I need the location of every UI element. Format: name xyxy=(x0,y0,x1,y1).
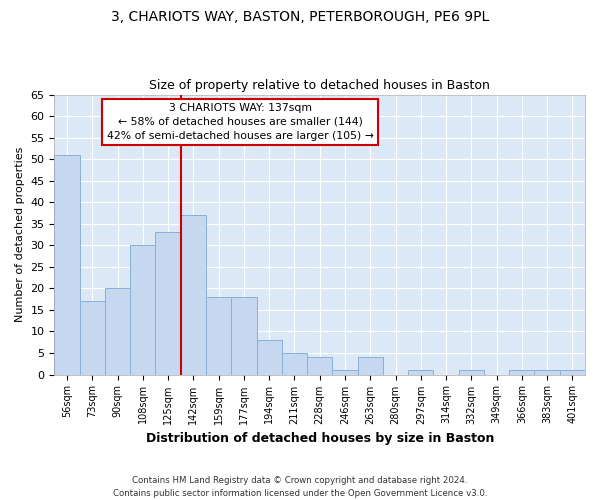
Bar xyxy=(307,358,332,374)
Bar xyxy=(560,370,585,374)
Bar xyxy=(257,340,282,374)
Bar xyxy=(282,353,307,374)
Bar xyxy=(358,358,383,374)
Bar xyxy=(535,370,560,374)
X-axis label: Distribution of detached houses by size in Baston: Distribution of detached houses by size … xyxy=(146,432,494,445)
Text: 3, CHARIOTS WAY, BASTON, PETERBOROUGH, PE6 9PL: 3, CHARIOTS WAY, BASTON, PETERBOROUGH, P… xyxy=(111,10,489,24)
Bar xyxy=(181,215,206,374)
Text: 3 CHARIOTS WAY: 137sqm
← 58% of detached houses are smaller (144)
42% of semi-de: 3 CHARIOTS WAY: 137sqm ← 58% of detached… xyxy=(107,103,374,141)
Bar xyxy=(80,302,105,374)
Bar xyxy=(458,370,484,374)
Bar xyxy=(332,370,358,374)
Bar xyxy=(408,370,433,374)
Bar xyxy=(206,297,231,374)
Bar xyxy=(55,155,80,374)
Bar xyxy=(130,246,155,374)
Bar xyxy=(231,297,257,374)
Title: Size of property relative to detached houses in Baston: Size of property relative to detached ho… xyxy=(149,79,490,92)
Bar xyxy=(105,288,130,374)
Bar xyxy=(155,232,181,374)
Y-axis label: Number of detached properties: Number of detached properties xyxy=(15,147,25,322)
Bar xyxy=(509,370,535,374)
Text: Contains HM Land Registry data © Crown copyright and database right 2024.
Contai: Contains HM Land Registry data © Crown c… xyxy=(113,476,487,498)
